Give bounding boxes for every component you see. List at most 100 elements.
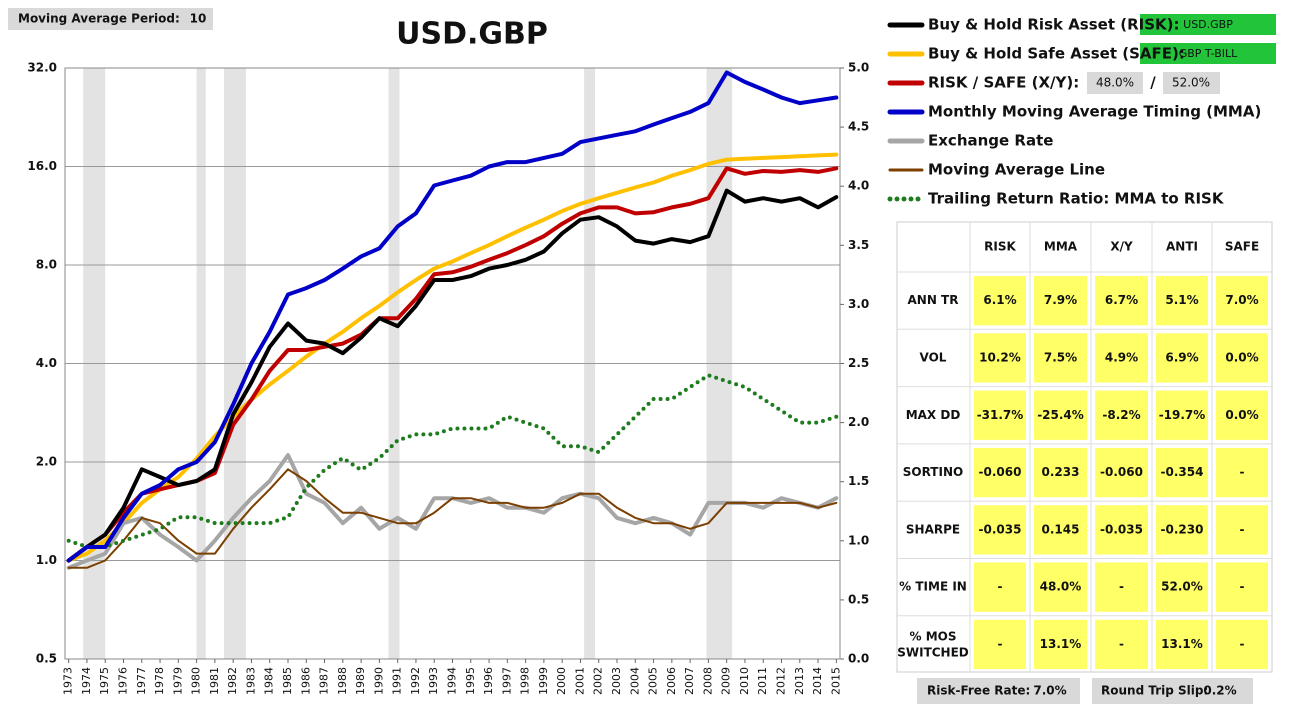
x-tick-label: 1988 (336, 667, 349, 695)
y-tick-label: 2.0 (36, 455, 57, 469)
table-cell-bg (974, 333, 1026, 383)
x-tick-label: 1974 (80, 667, 93, 695)
y2-tick-label: 2.5 (848, 356, 869, 370)
table-cell: 13.1% (1161, 637, 1203, 651)
risk-free-box (917, 678, 1080, 704)
series-line (66, 373, 839, 549)
ma-period-box (8, 8, 213, 30)
x-tick-label: 1987 (318, 667, 331, 695)
ma-period: 10 (190, 12, 207, 26)
series-line (67, 468, 838, 569)
table-cell: 4.9% (1105, 350, 1138, 364)
table-cell: -0.230 (1161, 522, 1204, 536)
table-cell-bg (1216, 619, 1268, 670)
table-cell-bg (974, 562, 1026, 612)
table-cell-bg (1216, 390, 1268, 440)
risk-asset-box (1140, 14, 1276, 35)
x-tick-label: 1992 (409, 667, 422, 695)
table-cell-bg (974, 619, 1026, 670)
table-cell: - (1119, 637, 1124, 651)
table-cell: -19.7% (1159, 408, 1206, 422)
table-cell-bg (1216, 276, 1268, 326)
table-cell: -8.2% (1102, 408, 1140, 422)
y-tick-label: 0.5 (36, 652, 57, 666)
table-cell-bg (1095, 447, 1148, 498)
y2-tick-label: 4.0 (848, 179, 869, 193)
x-tick-label: 2004 (628, 667, 641, 695)
table-cell-bg (1156, 276, 1208, 326)
table-cell-bg (974, 390, 1026, 440)
x-tick-label: 2003 (610, 667, 623, 695)
table-cell-bg (1156, 447, 1208, 498)
table-cell: 7.9% (1044, 293, 1077, 307)
x-tick-label: 2000 (555, 667, 568, 695)
table-cell: - (1240, 465, 1245, 479)
table-cell-bg (1095, 619, 1148, 670)
table-cell-bg (1034, 619, 1087, 670)
x-tick-label: 2005 (647, 667, 660, 695)
weight-separator: / (1150, 74, 1156, 92)
x-tick-label: 2006 (665, 667, 678, 695)
x-tick-label: 1981 (208, 667, 221, 695)
chart-title: USD.GBP (396, 17, 548, 52)
table-cell: - (998, 637, 1003, 651)
y2-tick-label: 3.0 (848, 297, 869, 311)
row-label-line: SWITCHED (897, 645, 969, 659)
y-tick-label: 8.0 (36, 258, 57, 272)
y-tick-label: 1.0 (36, 553, 57, 567)
table-header: SAFE (1225, 240, 1259, 254)
y-weight: 52.0% (1172, 76, 1210, 90)
table-cell-bg (1216, 562, 1268, 612)
x-tick-label: 2011 (756, 667, 769, 695)
x-tick-label: 2002 (592, 667, 605, 695)
table-cell: -0.035 (979, 522, 1022, 536)
y-tick-label: 4.0 (36, 356, 57, 370)
x-tick-label: 1993 (427, 667, 440, 695)
row-label-line: % MOS (910, 629, 957, 643)
y2-tick-label: 0.0 (848, 652, 869, 666)
table-cell: -25.4% (1037, 408, 1084, 422)
x-tick-label: 2001 (573, 667, 586, 695)
y-tick-label: 16.0 (27, 159, 57, 173)
table-cell-bg (1156, 562, 1208, 612)
y-weight-box (1163, 72, 1220, 94)
x-tick-label: 1983 (244, 667, 257, 695)
table-cell: -0.060 (979, 465, 1022, 479)
x-tick-label: 1999 (537, 667, 550, 695)
row-label: % TIME IN (899, 580, 967, 594)
table-header: MMA (1044, 240, 1078, 254)
table-cell-bg (1034, 390, 1087, 440)
table-cell: 5.1% (1165, 293, 1198, 307)
y2-tick-label: 5.0 (848, 61, 869, 75)
series-line (66, 70, 839, 563)
x-weight: 48.0% (1096, 76, 1134, 90)
table-cell: - (1240, 580, 1245, 594)
table-cell-bg (1216, 333, 1268, 383)
table-cell-bg (1216, 447, 1268, 498)
x-tick-label: 1991 (391, 667, 404, 695)
table-cell-bg (974, 447, 1026, 498)
legend-label: Exchange Rate (928, 132, 1053, 150)
x-tick-label: 1997 (500, 667, 513, 695)
x-tick-label: 1975 (98, 667, 111, 695)
safe-asset-box (1140, 43, 1276, 64)
legend-label: Buy & Hold Safe Asset (SAFE): (928, 45, 1185, 63)
x-tick-label: 1984 (263, 667, 276, 695)
table-cell-bg (1095, 333, 1148, 383)
slip-label: Round Trip Slip: (1101, 684, 1208, 698)
slip-box (1092, 678, 1253, 704)
x-tick-label: 1995 (464, 667, 477, 695)
table-cell: - (1240, 637, 1245, 651)
x-weight-box (1087, 72, 1143, 94)
table-cell: 7.5% (1044, 350, 1077, 364)
table-cell-bg (1095, 505, 1148, 555)
table-cell: - (1119, 580, 1124, 594)
table-cell: 13.1% (1040, 637, 1082, 651)
table-cell: 6.1% (983, 293, 1016, 307)
legend-label: Moving Average Line (928, 161, 1105, 179)
x-tick-label: 1973 (62, 667, 75, 695)
table-cell: -0.060 (1100, 465, 1143, 479)
x-tick-label: 1978 (153, 667, 166, 695)
table-cell: - (998, 580, 1003, 594)
